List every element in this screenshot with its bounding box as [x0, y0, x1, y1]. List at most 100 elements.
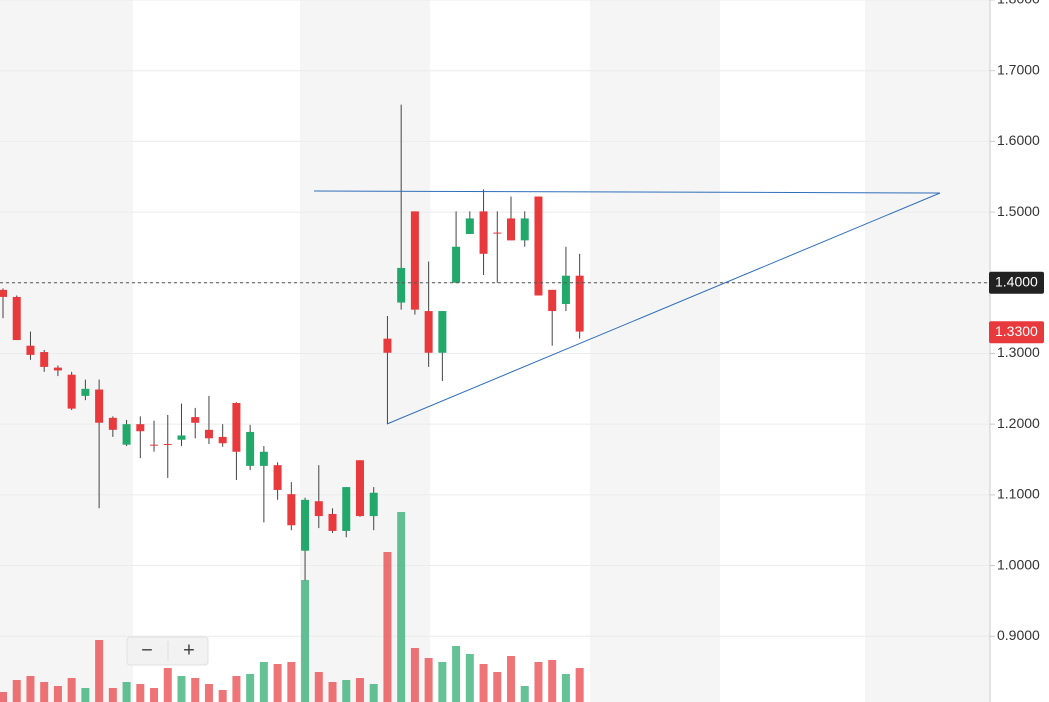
y-tick-label: 0.9000 — [997, 627, 1040, 643]
candle-body — [246, 431, 255, 466]
price-line-label: 1.4000 — [995, 273, 1038, 289]
y-tick-label: 1.2000 — [997, 415, 1040, 431]
band — [590, 0, 720, 702]
volume-bar — [0, 692, 7, 702]
volume-bar — [452, 646, 461, 702]
band — [865, 0, 990, 702]
zoom-controls: − + — [126, 636, 209, 666]
volume-bar — [301, 580, 310, 702]
volume-bar — [81, 688, 90, 702]
volume-bar — [548, 660, 557, 702]
volume-bar — [122, 682, 131, 702]
candle-body — [493, 232, 502, 234]
candle-body — [424, 311, 433, 353]
volume-bar — [53, 686, 62, 702]
price-line-box — [989, 271, 1044, 294]
volume-bar — [410, 648, 419, 702]
candle-body — [383, 338, 392, 353]
candle-body — [534, 196, 543, 296]
volume-bar — [328, 682, 337, 702]
volume-bar — [232, 676, 241, 702]
zoom-out-button[interactable]: − — [141, 639, 153, 661]
volume-bar — [369, 684, 378, 702]
candles — [0, 104, 990, 581]
candle-body — [479, 211, 488, 254]
volume-bar — [218, 690, 227, 702]
candle-body — [40, 352, 49, 367]
volume — [0, 512, 584, 702]
band — [0, 0, 133, 702]
y-tick-label: 1.0000 — [997, 556, 1040, 572]
y-tick-label: 1.8000 — [997, 0, 1040, 7]
last-price-label: 1.3300 — [995, 323, 1038, 339]
candle-body — [452, 246, 461, 283]
candle-body — [561, 275, 570, 304]
last-price-box — [989, 321, 1044, 344]
candle-body — [122, 424, 131, 445]
candle-body — [465, 218, 474, 234]
candle-body — [410, 211, 419, 310]
volume-bar — [424, 658, 433, 702]
candle-body — [26, 345, 35, 355]
y-tick-label: 1.3000 — [997, 344, 1040, 360]
candle-body — [520, 218, 529, 241]
candle-body — [232, 402, 241, 452]
candle-body — [204, 429, 213, 439]
candle-body — [150, 444, 159, 446]
candle-body — [328, 513, 337, 531]
candle-body — [0, 289, 7, 297]
volume-bar — [150, 688, 159, 702]
candle-body — [218, 436, 227, 444]
candle-body — [355, 460, 364, 517]
candle-body — [575, 275, 584, 332]
volume-bar — [191, 678, 200, 702]
grid — [0, 0, 990, 637]
candle-body — [67, 374, 76, 409]
candle-body — [191, 417, 200, 423]
trend-lines — [313, 190, 941, 425]
volume-bar — [314, 672, 323, 702]
candle-body — [163, 443, 172, 445]
volume-bar — [246, 674, 255, 702]
zoom-in-button[interactable]: + — [183, 639, 195, 661]
candle-body — [397, 267, 406, 303]
volume-bar — [507, 656, 516, 702]
candle-body — [548, 289, 557, 312]
candle-body — [287, 494, 296, 526]
volume-bar — [95, 640, 104, 702]
volume-bar — [438, 662, 447, 702]
volume-bar — [177, 676, 186, 702]
volume-bar — [383, 552, 392, 702]
candle-body — [369, 492, 378, 517]
candle-body — [95, 389, 104, 423]
volume-bar — [342, 680, 351, 702]
volume-bar — [479, 664, 488, 702]
candle-body — [12, 296, 21, 341]
candle-body — [259, 451, 268, 466]
volume-bar — [520, 686, 529, 702]
volume-bar — [67, 678, 76, 702]
volume-bar — [204, 684, 213, 702]
volume-bar — [40, 682, 49, 702]
candle-body — [438, 311, 447, 353]
y-tick-label: 1.1000 — [997, 486, 1040, 502]
trend-line — [386, 192, 941, 425]
volume-bar — [287, 662, 296, 702]
volume-bar — [12, 680, 21, 702]
volume-bar — [259, 662, 268, 702]
volume-bar — [493, 672, 502, 702]
volume-bar — [534, 662, 543, 702]
y-tick-label: 1.5000 — [997, 203, 1040, 219]
background-bands — [0, 0, 990, 702]
volume-bar — [575, 668, 584, 702]
candle-body — [177, 435, 186, 440]
volume-bar — [136, 684, 145, 702]
candle-body — [53, 367, 62, 371]
candle-body — [136, 424, 145, 432]
candle-body — [301, 499, 310, 551]
y-tick-label: 1.6000 — [997, 132, 1040, 148]
volume-bar — [108, 688, 117, 702]
volume-bar — [355, 678, 364, 702]
candle-body — [108, 417, 117, 430]
